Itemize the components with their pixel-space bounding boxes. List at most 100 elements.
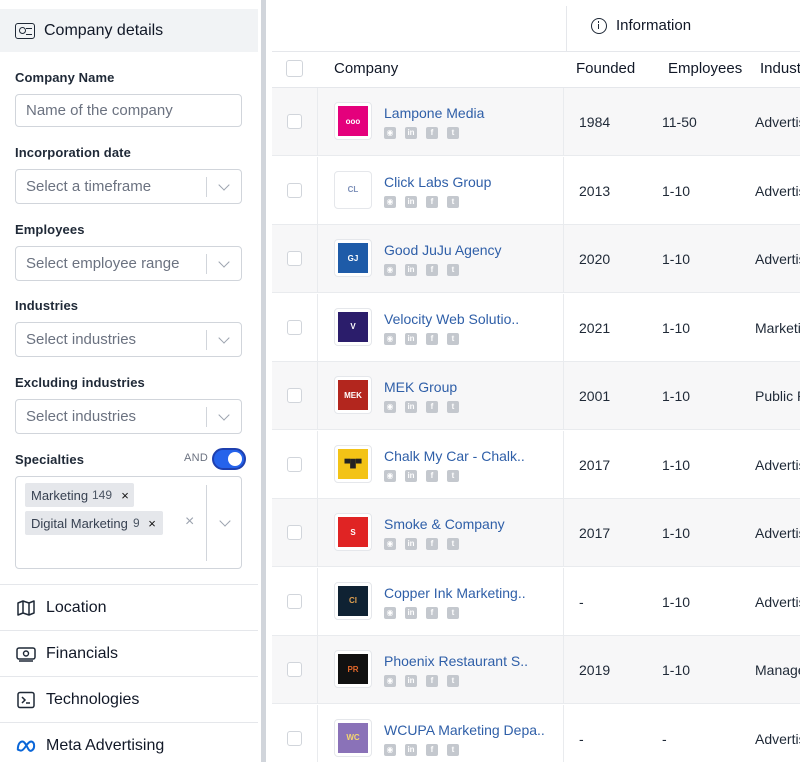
table-row[interactable]: S Smoke & Company ◉ in f t 2017 1-10 Advert… [272, 499, 800, 567]
twitter-icon[interactable]: t [447, 127, 459, 139]
facebook-icon[interactable]: f [426, 401, 438, 413]
company-name-link[interactable]: Chalk My Car - Chalk.. [384, 447, 525, 464]
facebook-icon[interactable]: f [426, 538, 438, 550]
chevron-down-icon[interactable] [207, 247, 241, 280]
row-checkbox[interactable] [287, 182, 302, 198]
excluding-industries-select[interactable]: Select industries [15, 399, 242, 434]
company-name-link[interactable]: Velocity Web Solutio.. [384, 310, 520, 327]
twitter-icon[interactable]: t [447, 195, 459, 208]
social-links: ◉ in f t [384, 401, 468, 413]
company-name-input[interactable] [15, 94, 242, 127]
table-row[interactable]: ▀█▀ Chalk My Car - Chalk.. ◉ in f t 2017 1-… [272, 430, 800, 499]
column-header-company[interactable]: Company [334, 60, 399, 77]
row-checkbox[interactable] [287, 525, 302, 540]
twitter-icon[interactable]: t [447, 469, 459, 482]
table-row[interactable]: ooo Lampone Media ◉ in f t 1984 11-50 Adver… [272, 88, 800, 156]
company-details-title: Company details [44, 21, 164, 39]
linkedin-icon[interactable]: in [405, 743, 417, 756]
globe-icon[interactable]: ◉ [384, 675, 396, 687]
company-name-link[interactable]: WCUPA Marketing Depa.. [384, 721, 545, 738]
globe-icon[interactable]: ◉ [384, 538, 396, 550]
table-row[interactable]: CL Click Labs Group ◉ in f t 2013 1-10 Adve… [272, 156, 800, 225]
table-row[interactable]: WC WCUPA Marketing Depa.. ◉ in f t - - Adve… [272, 704, 800, 762]
row-checkbox[interactable] [287, 388, 302, 403]
globe-icon[interactable]: ◉ [384, 332, 396, 345]
linkedin-icon[interactable]: in [405, 675, 417, 687]
twitter-icon[interactable]: t [447, 675, 459, 687]
globe-icon[interactable]: ◉ [384, 195, 396, 208]
facebook-icon[interactable]: f [426, 332, 438, 345]
twitter-icon[interactable]: t [447, 401, 459, 413]
incorporation-date-select[interactable]: Select a timeframe [15, 169, 242, 204]
company-details-header[interactable]: Company details [0, 9, 258, 52]
specialties-multiselect[interactable]: Marketing 149 × Digital Marketing 9 × × [15, 476, 242, 569]
company-logo: ▀█▀ [334, 444, 372, 483]
facebook-icon[interactable]: f [426, 606, 438, 619]
linkedin-icon[interactable]: in [405, 195, 417, 208]
facebook-icon[interactable]: f [426, 264, 438, 276]
clear-all-icon[interactable]: × [185, 513, 195, 530]
chevron-down-icon[interactable] [207, 323, 241, 356]
globe-icon[interactable]: ◉ [384, 264, 396, 276]
company-name-link[interactable]: MEK Group [384, 379, 458, 395]
twitter-icon[interactable]: t [447, 743, 459, 756]
globe-icon[interactable]: ◉ [384, 743, 396, 756]
company-name-link[interactable]: Lampone Media [384, 105, 485, 121]
row-checkbox[interactable] [287, 730, 302, 746]
section-financials[interactable]: Financials [0, 630, 258, 676]
column-header-employees[interactable]: Employees [668, 60, 743, 77]
table-row[interactable]: GJ Good JuJu Agency ◉ in f t 2020 1-10 Adve… [272, 225, 800, 293]
chevron-down-icon[interactable] [207, 170, 241, 203]
company-name-link[interactable]: Good JuJu Agency [384, 242, 502, 258]
column-header-industry[interactable]: Industry [760, 60, 800, 77]
twitter-icon[interactable]: t [447, 332, 459, 345]
row-checkbox[interactable] [287, 456, 302, 472]
row-checkbox[interactable] [287, 319, 302, 335]
company-name-link[interactable]: Smoke & Company [384, 516, 505, 532]
company-name-link[interactable]: Phoenix Restaurant S.. [384, 653, 528, 669]
linkedin-icon[interactable]: in [405, 264, 417, 276]
linkedin-icon[interactable]: in [405, 469, 417, 482]
section-location[interactable]: Location [0, 584, 258, 630]
table-row[interactable]: CI Copper Ink Marketing.. ◉ in f t - 1-10 A… [272, 567, 800, 636]
section-technologies[interactable]: Technologies [0, 676, 258, 722]
select-all-checkbox[interactable] [286, 60, 303, 77]
row-checkbox[interactable] [287, 114, 302, 129]
chip-remove-icon[interactable]: × [143, 515, 161, 531]
globe-icon[interactable]: ◉ [384, 606, 396, 619]
and-toggle[interactable] [212, 448, 246, 470]
chip-remove-icon[interactable]: × [116, 487, 134, 503]
column-header-founded[interactable]: Founded [576, 60, 636, 77]
twitter-icon[interactable]: t [447, 538, 459, 550]
section-meta-advertising[interactable]: Meta Advertising [0, 722, 258, 762]
row-checkbox[interactable] [287, 593, 302, 609]
employees-select[interactable]: Select employee range [15, 246, 242, 281]
panel-resize-handle[interactable] [258, 0, 272, 762]
linkedin-icon[interactable]: in [405, 606, 417, 619]
facebook-icon[interactable]: f [426, 743, 438, 756]
globe-icon[interactable]: ◉ [384, 401, 396, 413]
facebook-icon[interactable]: f [426, 675, 438, 687]
table-row[interactable]: PR Phoenix Restaurant S.. ◉ in f t 2019 1-1… [272, 636, 800, 704]
company-name-link[interactable]: Copper Ink Marketing.. [384, 584, 526, 601]
table-row[interactable]: V Velocity Web Solutio.. ◉ in f t 2021 1-10… [272, 293, 800, 362]
linkedin-icon[interactable]: in [405, 401, 417, 413]
twitter-icon[interactable]: t [447, 606, 459, 619]
facebook-icon[interactable]: f [426, 127, 438, 139]
row-checkbox[interactable] [287, 662, 302, 677]
industries-select[interactable]: Select industries [15, 322, 242, 357]
social-links: ◉ in f t [384, 332, 468, 345]
globe-icon[interactable]: ◉ [384, 469, 396, 482]
linkedin-icon[interactable]: in [405, 127, 417, 139]
company-name-link[interactable]: Click Labs Group [384, 173, 492, 190]
chevron-down-icon[interactable] [212, 513, 238, 533]
globe-icon[interactable]: ◉ [384, 127, 396, 139]
twitter-icon[interactable]: t [447, 264, 459, 276]
chevron-down-icon[interactable] [207, 400, 241, 433]
row-checkbox[interactable] [287, 251, 302, 266]
linkedin-icon[interactable]: in [405, 332, 417, 345]
facebook-icon[interactable]: f [426, 195, 438, 208]
linkedin-icon[interactable]: in [405, 538, 417, 550]
facebook-icon[interactable]: f [426, 469, 438, 482]
